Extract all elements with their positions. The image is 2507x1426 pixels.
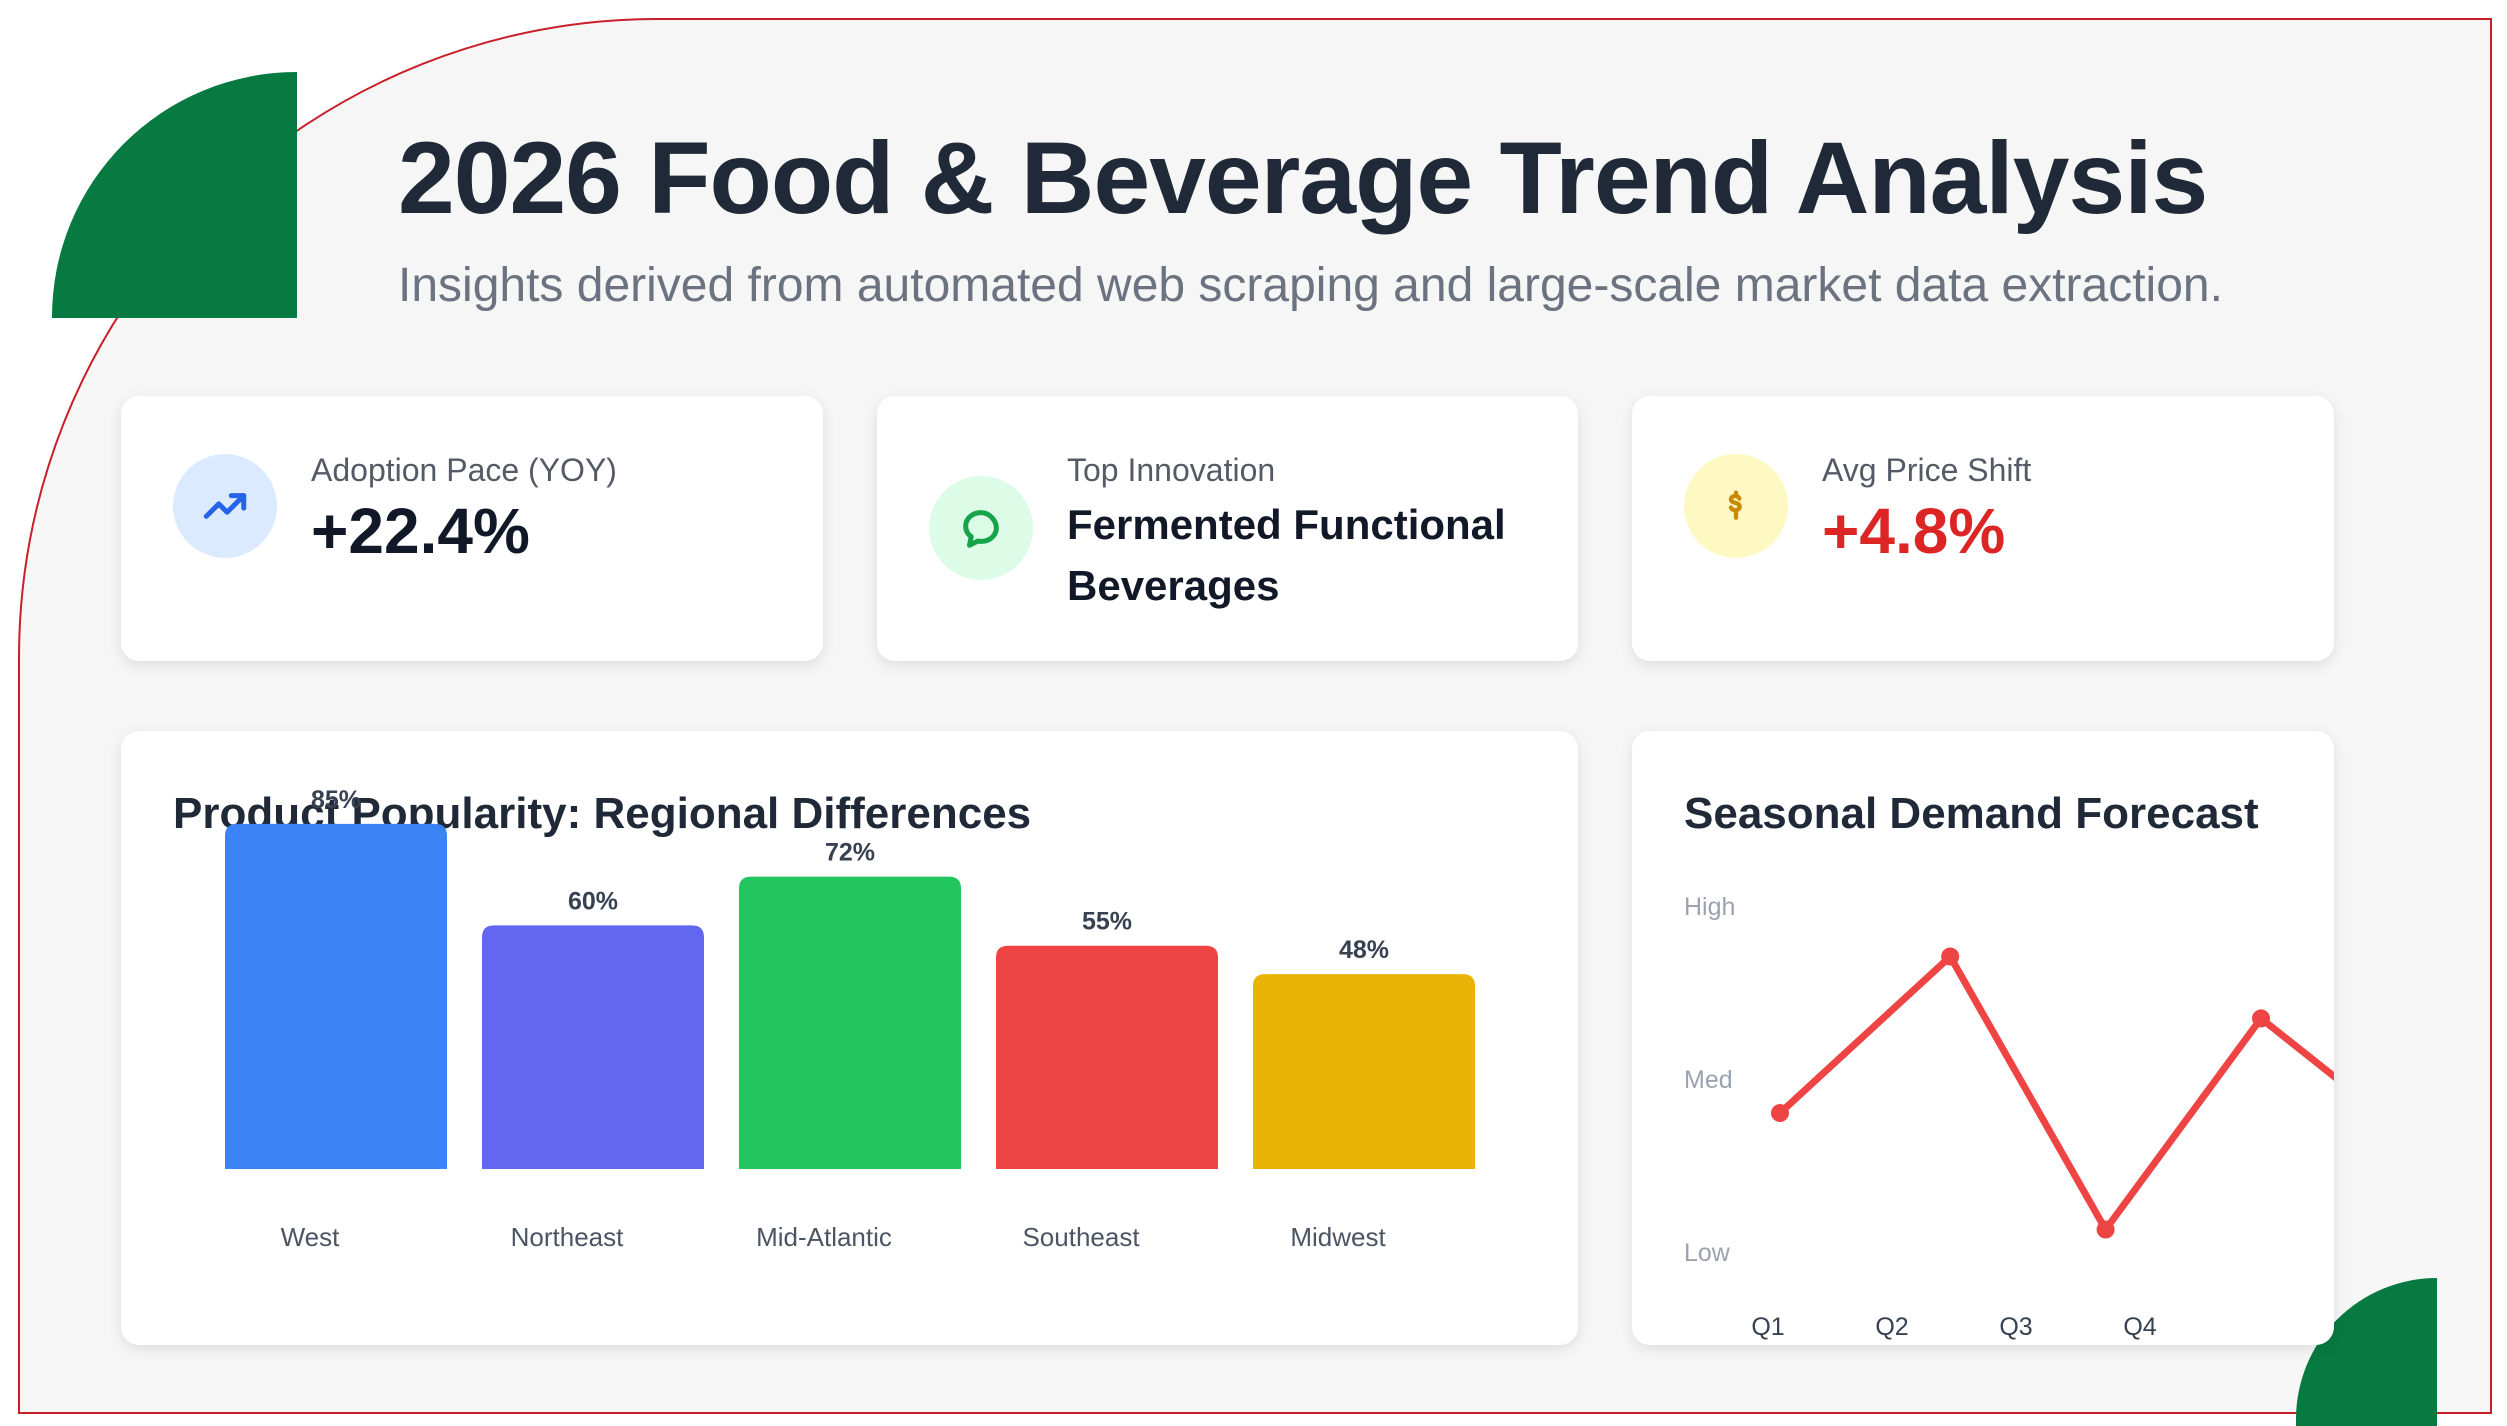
bar-category-label: Northeast: [511, 1222, 624, 1252]
demand-point: [2096, 1220, 2115, 1239]
bar-west: [225, 823, 447, 1169]
stat-value: Fermented Functional Beverages: [1067, 501, 1506, 609]
bar-chart: 85% West 60% Northeast 72% Mid-Atlantic 55% Sou…: [225, 786, 1475, 1252]
bar-category-label: Midwest: [1290, 1222, 1386, 1252]
x-tick-label: Q2: [1875, 1313, 1908, 1341]
bar-data-label: 60%: [568, 887, 618, 915]
demand-point: [2252, 1009, 2270, 1028]
line-chart: High Med Low Q1 Q2 Q3 Q4: [1684, 893, 2334, 1341]
bar-data-label: 72%: [825, 839, 875, 867]
bar-chart-panel: Product Popularity: Regional Differences…: [121, 731, 1578, 1345]
page-title: 2026 Food & Beverage Trend Analysis: [398, 121, 2208, 235]
trending-up-icon: [173, 454, 277, 558]
y-tick-label: Low: [1684, 1239, 1731, 1267]
y-tick-label: Med: [1684, 1066, 1733, 1094]
bar-data-label: 55%: [1082, 908, 1132, 936]
bar-data-label: 85%: [311, 786, 361, 814]
bar-mid-atlantic: [739, 876, 961, 1169]
bar-midwest: [1253, 974, 1475, 1169]
chat-bubble-icon: [929, 476, 1033, 580]
line-chart-title: Seasonal Demand Forecast: [1684, 789, 2259, 838]
x-tick-label: Q3: [1999, 1313, 2032, 1341]
stat-label: Top Innovation: [1067, 452, 1276, 488]
bar-data-label: 48%: [1339, 936, 1389, 964]
page-subtitle: Insights derived from automated web scra…: [398, 259, 2223, 312]
bar-southeast: [996, 945, 1218, 1169]
y-tick-label: High: [1684, 893, 1735, 921]
line-chart-panel: Seasonal Demand Forecast High Med Low Q1 Q2 Q…: [1632, 731, 2334, 1345]
bar-category-label: West: [281, 1222, 341, 1252]
bar-category-label: Southeast: [1022, 1222, 1140, 1252]
demand-point: [1941, 947, 1960, 966]
stat-card-innovation: Top Innovation Fermented Functional Beve…: [877, 396, 1578, 661]
x-tick-label: Q1: [1751, 1313, 1784, 1341]
stat-label: Adoption Pace (YOY): [311, 452, 617, 488]
bar-category-label: Mid-Atlantic: [756, 1222, 892, 1252]
stat-value: +22.4%: [311, 495, 530, 567]
dollar-icon: [1684, 454, 1788, 558]
x-tick-label: Q4: [2123, 1313, 2156, 1341]
demand-point: [1771, 1104, 1789, 1123]
stat-label: Avg Price Shift: [1822, 452, 2032, 488]
bar-northeast: [482, 925, 704, 1169]
demand-line: [1776, 953, 2334, 1234]
stat-value: +4.8%: [1822, 495, 2006, 567]
stat-card-adoption: Adoption Pace (YOY) +22.4%: [121, 396, 823, 661]
stat-card-price: Avg Price Shift +4.8%: [1632, 396, 2334, 661]
leaf-decoration-top-left: [52, 72, 297, 318]
